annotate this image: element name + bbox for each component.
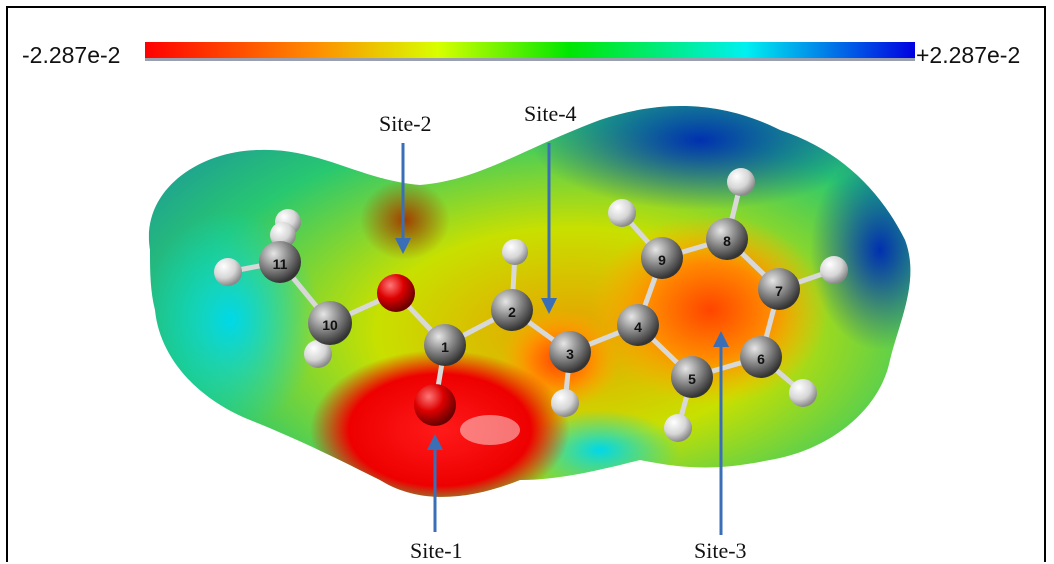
site-arrows xyxy=(395,143,729,535)
atom-label-11: 11 xyxy=(273,256,288,272)
site-4-label: Site-4 xyxy=(524,101,577,126)
atom-label-3: 3 xyxy=(566,346,574,362)
scale-min-label: -2.287e-2 xyxy=(22,42,121,68)
oxygen-atoms xyxy=(377,274,456,426)
site-1-label: Site-1 xyxy=(410,538,463,563)
atom-label-5: 5 xyxy=(688,371,696,387)
figure-frame xyxy=(6,6,1046,562)
color-scale-bar xyxy=(145,42,915,62)
atom-label-9: 9 xyxy=(658,252,666,268)
atom-label-10: 10 xyxy=(322,317,338,333)
atom-label-2: 2 xyxy=(508,304,516,320)
atom-label-8: 8 xyxy=(723,233,731,249)
site-3-label: Site-3 xyxy=(694,538,747,563)
esp-surface xyxy=(148,106,911,497)
carbon-atoms xyxy=(259,218,800,398)
atom-label-7: 7 xyxy=(775,283,783,299)
atom-label-4: 4 xyxy=(634,319,642,335)
hydrogen-atoms xyxy=(214,168,848,442)
atom-label-1: 1 xyxy=(441,339,449,355)
atom-label-6: 6 xyxy=(757,351,765,367)
scale-max-label: +2.287e-2 xyxy=(916,42,1021,68)
site-2-label: Site-2 xyxy=(379,111,432,136)
